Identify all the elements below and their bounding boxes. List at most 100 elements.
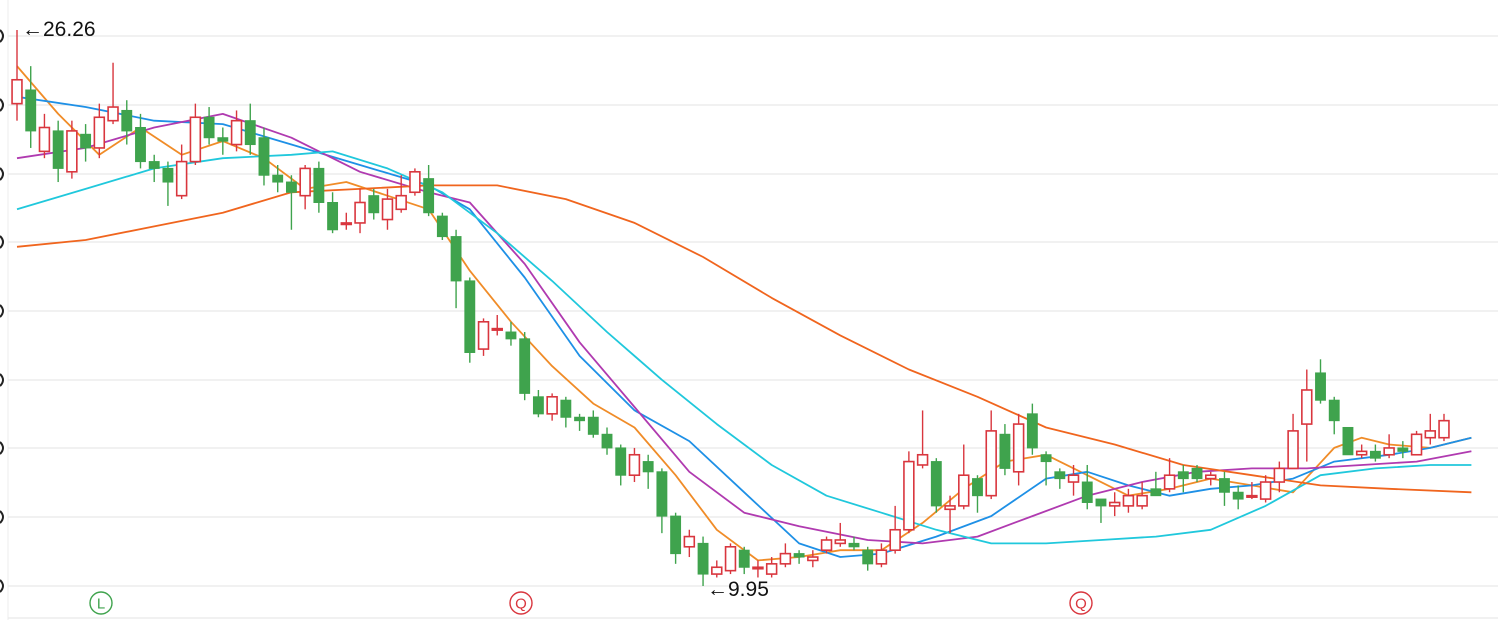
candle	[93, 103, 106, 159]
candle	[1355, 444, 1368, 459]
candle-body	[615, 447, 627, 476]
candle	[327, 192, 339, 234]
candle	[848, 536, 860, 551]
candle	[972, 475, 983, 513]
candle	[752, 560, 764, 578]
candle-body	[354, 201, 366, 224]
candle-body	[1383, 447, 1395, 456]
candle-body	[1205, 474, 1217, 480]
candle	[574, 413, 586, 431]
candle-body	[697, 542, 709, 575]
candle-body	[903, 460, 915, 531]
candle-body	[38, 126, 51, 153]
candle-body	[985, 430, 997, 497]
candle-body	[1150, 488, 1162, 497]
candle	[381, 188, 394, 230]
event-marker-q: Q	[509, 591, 533, 615]
candle	[903, 451, 915, 534]
candle	[1040, 451, 1052, 486]
candle-body	[574, 416, 586, 422]
candle	[1232, 485, 1244, 510]
candle	[601, 427, 613, 455]
candle	[1150, 471, 1162, 497]
event-marker-circle	[509, 591, 533, 615]
candle-body	[340, 222, 353, 226]
candle-body	[1136, 494, 1148, 507]
candle	[189, 103, 202, 165]
candle	[148, 154, 160, 183]
candle-body	[203, 116, 215, 139]
candle	[683, 529, 696, 558]
candle-body	[1287, 430, 1299, 470]
event-marker-circle	[1069, 591, 1093, 615]
candle	[724, 543, 737, 575]
candle-body	[820, 539, 833, 552]
candle	[1328, 396, 1340, 435]
candle	[1259, 475, 1272, 503]
candle-body	[272, 174, 284, 183]
price-annotations: ←26.26 ←9.95	[22, 18, 769, 601]
candle	[1273, 461, 1286, 493]
event-marker-label: Q	[515, 596, 527, 613]
candle	[1095, 498, 1107, 523]
candle-body	[724, 545, 737, 572]
candle	[162, 161, 174, 206]
candle-body	[930, 461, 942, 507]
candle-body	[1122, 494, 1135, 507]
candle-body	[244, 120, 256, 146]
candle	[107, 62, 119, 125]
candle-body	[1315, 372, 1326, 401]
candle	[313, 161, 325, 213]
candle	[368, 188, 380, 220]
moving-average-line-5	[16, 184, 1472, 494]
candle-body	[464, 280, 476, 353]
candle	[862, 546, 874, 571]
candle-body	[1424, 430, 1437, 439]
y-axis-tick-stubs	[0, 29, 4, 593]
candle	[1054, 468, 1066, 489]
candle-body	[738, 549, 750, 568]
candle-body	[1012, 423, 1025, 473]
candle-body	[491, 327, 503, 331]
candle-body	[1259, 481, 1272, 500]
candle	[875, 543, 888, 568]
candle-body	[1342, 426, 1354, 456]
candle-body	[1410, 433, 1423, 456]
candle-body	[1397, 447, 1409, 452]
candle-body	[66, 130, 78, 173]
candle-body	[889, 528, 901, 552]
candle	[354, 188, 366, 234]
candle-body	[656, 471, 668, 517]
candle	[217, 127, 229, 155]
candle	[258, 127, 270, 186]
candle	[491, 314, 503, 336]
event-marker-label: L	[97, 596, 105, 613]
candle	[1342, 426, 1354, 456]
moving-average-line-4	[16, 150, 1472, 545]
candle-body	[436, 215, 448, 238]
candle-body	[1095, 498, 1107, 507]
candle	[999, 424, 1011, 476]
candle-body	[711, 566, 723, 575]
candle	[1191, 464, 1203, 483]
candle-body	[1191, 467, 1203, 480]
candle	[175, 144, 188, 200]
candle	[1397, 441, 1409, 459]
candle-body	[765, 563, 778, 575]
candle	[1012, 413, 1025, 486]
candle	[340, 212, 353, 230]
candle-body	[52, 130, 64, 169]
candle	[121, 100, 133, 145]
candle-body	[107, 106, 119, 122]
candle	[66, 120, 78, 179]
candle	[958, 444, 970, 510]
candle	[203, 107, 215, 145]
candle	[916, 410, 929, 469]
candle-body	[299, 167, 311, 197]
candle-body	[670, 515, 682, 555]
y-tick-stub	[0, 235, 4, 249]
candle-body	[834, 539, 847, 545]
candle	[793, 550, 805, 564]
candle-body	[381, 198, 394, 221]
